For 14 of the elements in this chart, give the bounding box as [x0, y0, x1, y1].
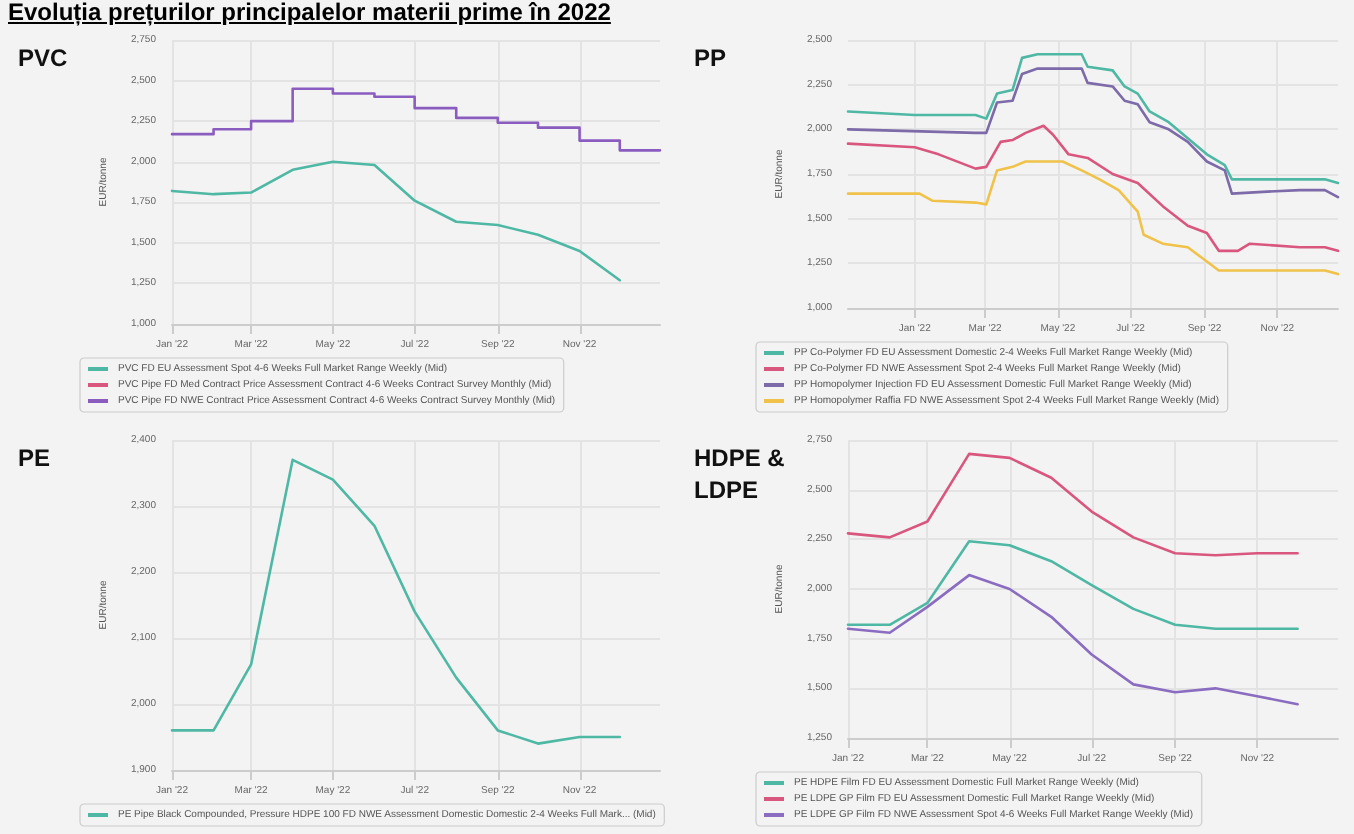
line-series — [846, 573, 1299, 706]
line-series — [846, 452, 1299, 557]
chart-title: PP — [694, 44, 727, 72]
line-series — [846, 160, 1340, 276]
chart-title: PVC — [18, 44, 69, 72]
line-series — [846, 67, 1340, 199]
line-series — [170, 160, 622, 282]
chart-title: PE — [18, 444, 51, 472]
line-series — [170, 458, 622, 745]
line-series — [846, 124, 1340, 253]
text: HDPE & LDPE — [694, 444, 792, 504]
text: Evoluția prețurilor principalelor materii prime în 2022 — [8, 0, 611, 26]
line-series — [846, 540, 1299, 631]
line-series — [846, 52, 1340, 185]
